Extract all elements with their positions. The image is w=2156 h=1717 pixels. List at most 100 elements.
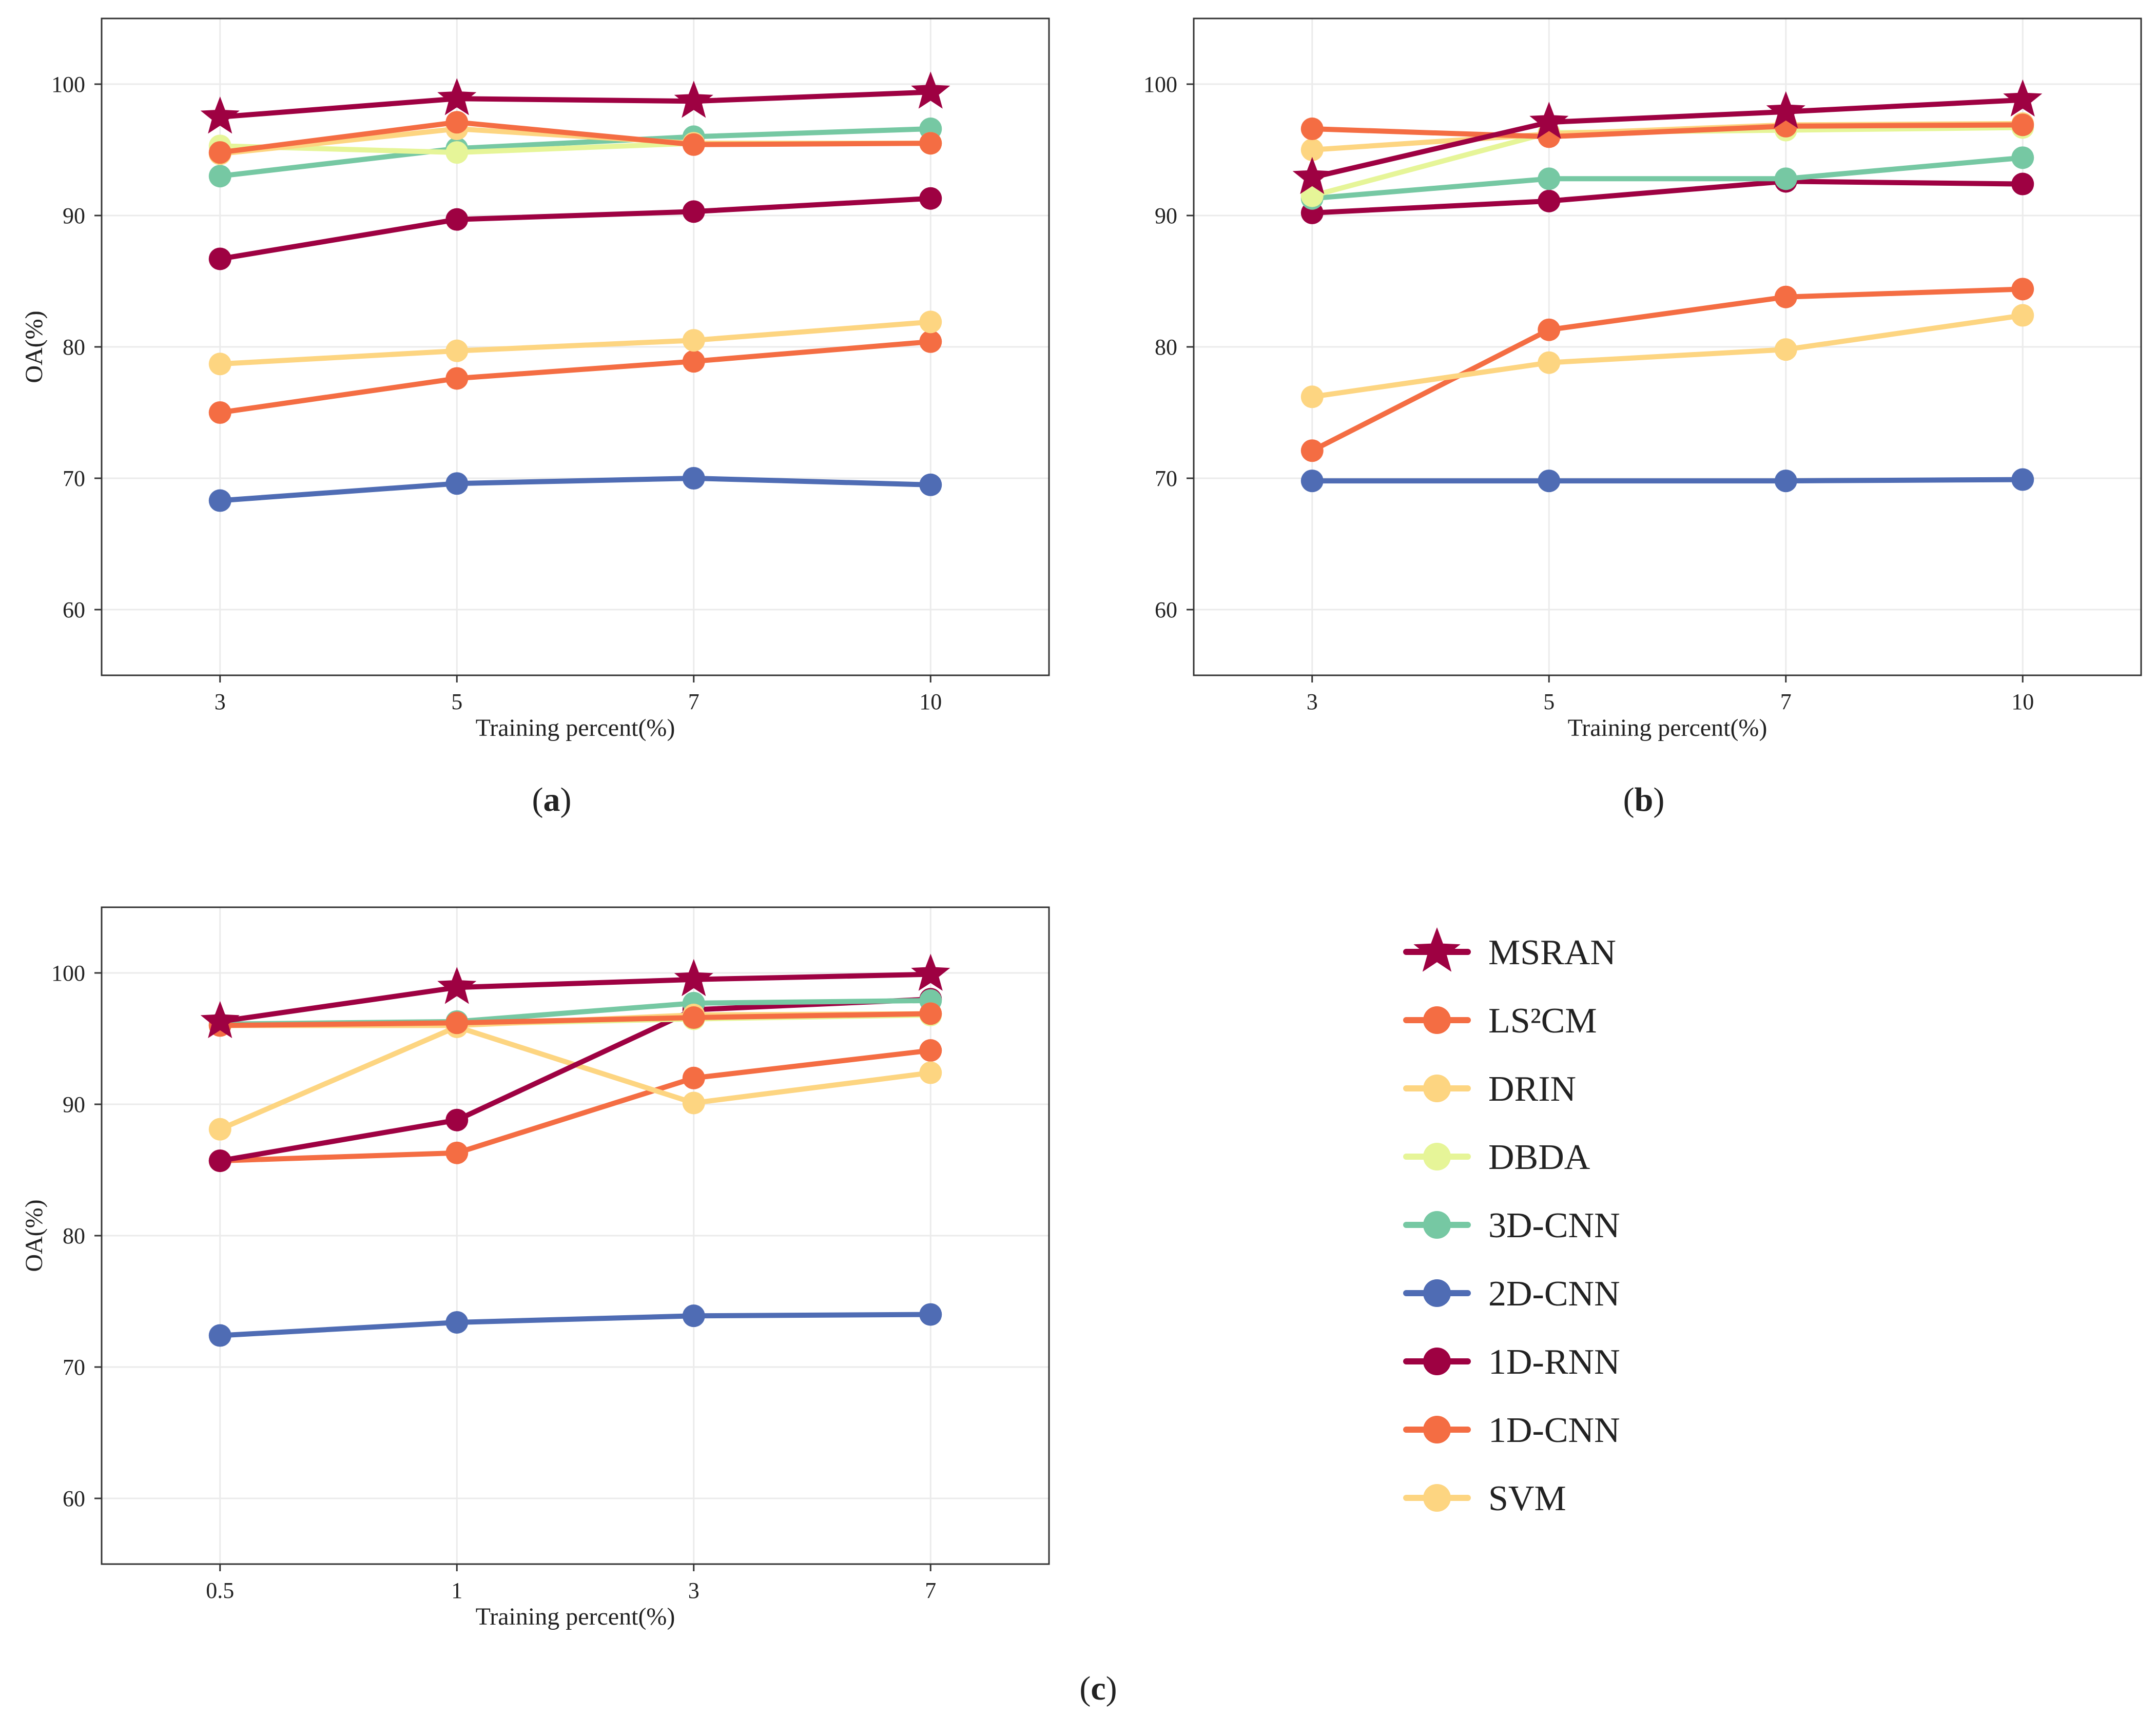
legend-item-3D-CNN: 3D-CNN (1403, 1206, 1620, 1245)
legend-marker (1423, 1416, 1451, 1443)
data-point-star (437, 78, 477, 115)
data-point (445, 339, 469, 362)
series-line (217, 1312, 934, 1338)
series-line (217, 319, 934, 367)
caption-letter: b (1635, 781, 1654, 818)
legend: MSRAN LS²CM DRIN DBDA 3D-CNN 2D-CNN 1D-RNN 1D-C… (1403, 927, 1620, 1518)
data-point (1300, 439, 1324, 462)
series-MSRAN (1292, 79, 2043, 194)
data-point (2011, 468, 2034, 491)
x-tick-label: 7 (925, 1578, 936, 1603)
data-point (1538, 189, 1561, 212)
y-axis-label: OA(%) (21, 310, 48, 383)
y-tick-label: 90 (63, 203, 85, 228)
data-point (682, 350, 705, 373)
series-line (1309, 97, 2026, 180)
y-tick-label: 70 (63, 466, 85, 491)
legend-item-1D-RNN: 1D-RNN (1403, 1342, 1620, 1382)
y-axis-label: OA(%) (21, 310, 48, 383)
y-tick-label: 70 (63, 1355, 85, 1380)
data-point (1300, 139, 1324, 161)
data-point (2011, 172, 2034, 196)
data-point (919, 132, 942, 155)
caption-letter: c (1091, 1670, 1105, 1707)
series-line (217, 120, 934, 155)
data-point (208, 247, 231, 270)
data-point (1538, 318, 1561, 341)
data-point (1538, 167, 1561, 190)
data-point (682, 1006, 705, 1029)
y-tick-label: 60 (1155, 597, 1177, 622)
legend-marker-star (1413, 927, 1461, 972)
y-tick-label: 100 (51, 961, 85, 986)
series-line (1309, 122, 2026, 140)
y-tick-label: 80 (63, 335, 85, 360)
series-MSRAN (200, 953, 950, 1039)
data-point (919, 1002, 942, 1025)
data-point (1300, 118, 1324, 141)
data-point (682, 1304, 705, 1328)
data-point (1774, 338, 1797, 361)
x-axis-label: Training percent(%) (476, 1603, 675, 1630)
series-LS2CM (1300, 113, 2034, 148)
data-point (208, 1149, 231, 1173)
data-point (208, 1324, 231, 1347)
caption-open: ( (532, 781, 543, 818)
caption-open: ( (1623, 781, 1635, 818)
y-tick-label: 90 (1155, 203, 1177, 228)
series-line (217, 89, 934, 120)
data-point-star (1529, 102, 1569, 139)
data-point (1538, 470, 1561, 493)
data-point (919, 473, 942, 496)
series-line (217, 1011, 934, 1028)
data-point (1774, 470, 1797, 493)
data-point-star (200, 1001, 240, 1039)
series-line (217, 126, 934, 179)
data-point (445, 1108, 469, 1131)
series-line (1309, 313, 2026, 400)
caption-close: ) (560, 781, 572, 818)
data-point-star (437, 967, 477, 1004)
panel-caption: (b) (1623, 781, 1665, 818)
legend-marker (1423, 1348, 1451, 1375)
legend-marker (1423, 1143, 1451, 1170)
legend-label: 1D-CNN (1488, 1411, 1620, 1450)
y-tick-label: 60 (63, 597, 85, 622)
data-point (208, 141, 231, 164)
panel-caption: (a) (532, 781, 572, 818)
data-point (1774, 167, 1797, 190)
legend-label: 1D-RNN (1488, 1342, 1620, 1382)
x-tick-label: 10 (2011, 689, 2034, 714)
data-point-star (674, 959, 713, 997)
y-tick-label: 70 (1155, 466, 1177, 491)
series-2D-CNN (208, 1303, 942, 1347)
series-line (217, 339, 934, 415)
legend-marker (1423, 1006, 1451, 1034)
chart-panel-a: 60 70 80 90 100 3 5 7 10 Training percent(%) OA(%)… (21, 17, 1050, 818)
x-tick-label: 3 (688, 1578, 700, 1603)
y-tick-label: 80 (1155, 335, 1177, 360)
series-1D-RNN (208, 988, 942, 1173)
data-point (682, 467, 705, 490)
y-tick-label: 80 (63, 1223, 85, 1248)
data-point (682, 200, 705, 223)
data-point (208, 165, 231, 188)
x-axis-label: Training percent(%) (1568, 714, 1767, 742)
legend-label: 3D-CNN (1488, 1206, 1620, 1245)
caption-letter: a (543, 781, 560, 818)
caption-close: ) (1106, 1670, 1117, 1707)
data-point (445, 367, 469, 390)
data-point (208, 489, 231, 512)
data-point (919, 187, 942, 210)
x-tick-label: 3 (1307, 689, 1318, 714)
data-point-star (911, 71, 950, 109)
data-point-star (1292, 157, 1332, 194)
caption-close: ) (1653, 781, 1664, 818)
data-point (1300, 184, 1324, 207)
legend-label: LS²CM (1488, 1001, 1597, 1041)
data-point (682, 1091, 705, 1115)
data-point (445, 141, 469, 164)
series-line (217, 196, 934, 262)
legend-marker (1423, 1075, 1451, 1102)
